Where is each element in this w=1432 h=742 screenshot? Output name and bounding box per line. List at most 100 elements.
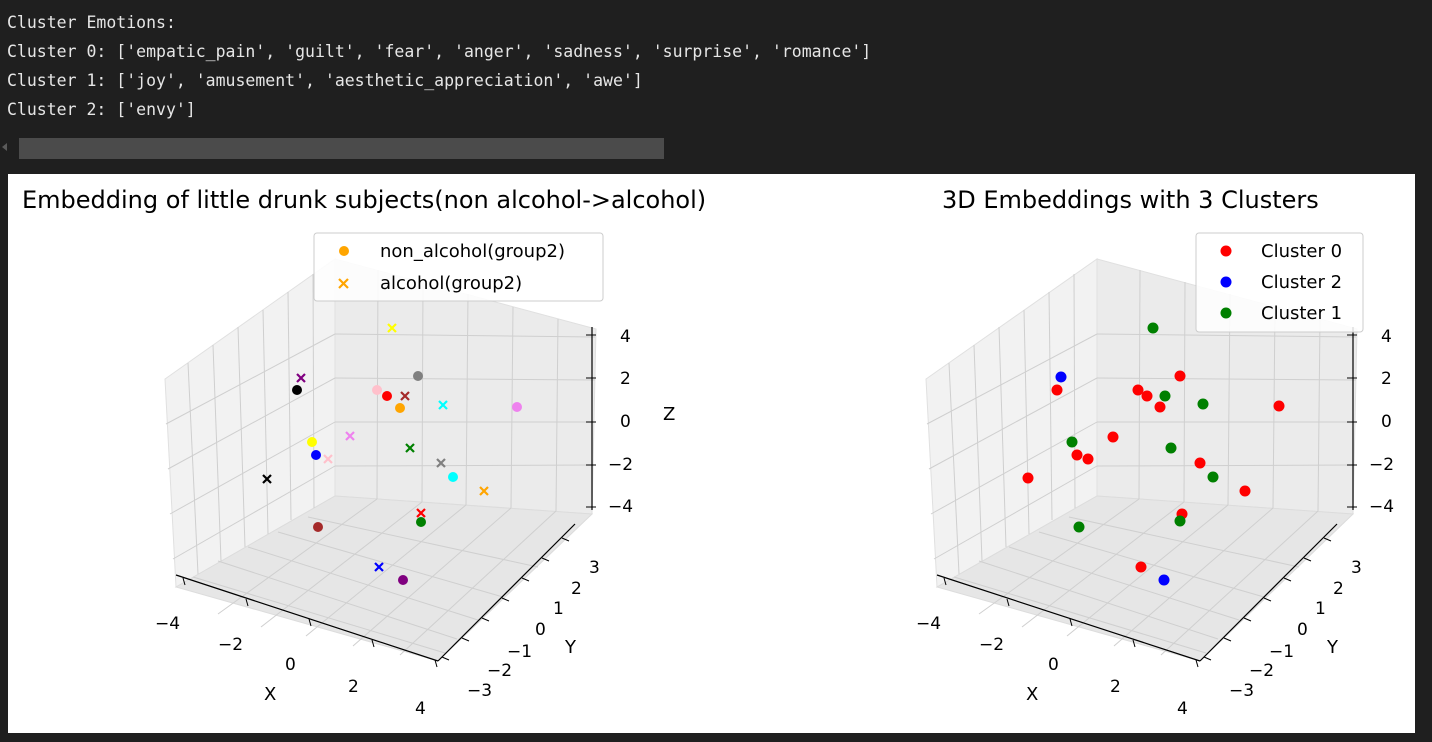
x-tick-label: −4 xyxy=(155,614,180,634)
y-tick-label: 0 xyxy=(535,620,546,640)
y-tick-label: −1 xyxy=(1269,642,1294,662)
y-tick-label: 1 xyxy=(553,599,564,619)
data-point xyxy=(307,437,317,447)
x-tick-label: 4 xyxy=(1177,699,1188,719)
data-point xyxy=(1239,485,1251,497)
y-tick-label: −2 xyxy=(1249,661,1274,681)
data-point xyxy=(479,486,489,496)
z-tick-label: 0 xyxy=(620,412,631,432)
data-point xyxy=(1197,398,1209,410)
data-point xyxy=(1073,521,1085,533)
legend-label: Cluster 0 xyxy=(1261,241,1342,262)
y-tick-label: 2 xyxy=(1333,579,1344,599)
chart-title: 3D Embeddings with 3 Clusters xyxy=(942,186,1319,214)
data-point xyxy=(1174,370,1186,382)
legend-label: alcohol(group2) xyxy=(380,273,522,294)
y-tick-label: 3 xyxy=(1351,558,1362,578)
x-tick-label: −4 xyxy=(916,614,941,634)
data-point xyxy=(1154,401,1166,413)
data-point xyxy=(372,385,382,395)
x-tick-label: 0 xyxy=(285,655,296,675)
data-point xyxy=(448,472,458,482)
x-tick-label: 4 xyxy=(415,699,426,719)
console-output: Cluster Emotions: Cluster 0: ['empatic_pa… xyxy=(7,8,871,124)
y-tick-label: −1 xyxy=(507,642,532,662)
series-cluster-2 xyxy=(1055,371,1170,586)
ticks xyxy=(943,334,1357,668)
data-point xyxy=(1174,515,1186,527)
grid xyxy=(165,269,596,656)
pane-floor xyxy=(935,495,1355,662)
grid xyxy=(926,269,1357,656)
data-point xyxy=(1066,436,1078,448)
legend-marker xyxy=(1220,245,1232,257)
data-point xyxy=(374,562,384,572)
data-point xyxy=(296,373,306,383)
data-point xyxy=(262,474,272,484)
x-tick-label: 0 xyxy=(1048,655,1059,675)
y-axis-label: Y xyxy=(1326,637,1339,658)
data-point xyxy=(1207,471,1219,483)
data-point xyxy=(395,403,405,413)
console-line: Cluster 1: ['joy', 'amusement', 'aesthet… xyxy=(7,71,643,90)
axes xyxy=(936,327,1354,662)
x-tick-label: 2 xyxy=(1110,677,1121,697)
z-tick-label: −4 xyxy=(608,497,633,517)
y-tick-label: 2 xyxy=(571,579,582,599)
series-alcohol xyxy=(262,323,489,572)
console-line: Cluster 0: ['empatic_pain', 'guilt', 'fe… xyxy=(7,42,872,61)
series-non-alcohol xyxy=(292,371,522,585)
data-point xyxy=(387,323,397,333)
legend: Cluster 0 Cluster 2 Cluster 1 xyxy=(1195,232,1364,333)
pane-floor xyxy=(174,495,594,662)
plot-clusters-3d: 3D Embeddings with 3 Clusters xyxy=(916,186,1394,719)
ticks xyxy=(182,334,596,668)
data-point xyxy=(416,508,426,518)
scrollbar-thumb[interactable] xyxy=(19,138,664,159)
data-point xyxy=(398,575,408,585)
y-tick-label: 3 xyxy=(589,558,600,578)
x-tick-label: −2 xyxy=(218,635,243,655)
y-tick-label: 0 xyxy=(1297,620,1308,640)
data-point xyxy=(1135,561,1147,573)
y-tick-label: −3 xyxy=(467,681,492,701)
data-point xyxy=(1022,472,1034,484)
z-tick-label: 2 xyxy=(620,369,631,389)
data-point xyxy=(292,385,302,395)
data-point xyxy=(1159,390,1171,402)
data-point xyxy=(512,402,522,412)
data-point xyxy=(1051,384,1063,396)
data-point xyxy=(345,431,355,441)
data-point xyxy=(405,443,415,453)
data-point xyxy=(416,517,426,527)
data-point xyxy=(382,391,392,401)
data-point xyxy=(1194,457,1206,469)
z-tick-label: −2 xyxy=(1369,455,1394,475)
data-point xyxy=(438,400,448,410)
x-axis-label: X xyxy=(1026,684,1038,705)
data-point xyxy=(1165,442,1177,454)
data-point xyxy=(1132,384,1144,396)
data-point xyxy=(1071,449,1083,461)
data-point xyxy=(1055,371,1067,383)
legend: non_alcohol(group2) alcohol(group2) xyxy=(313,232,604,302)
axes xyxy=(175,327,593,662)
data-point xyxy=(1141,390,1153,402)
z-tick-label: 2 xyxy=(1381,369,1392,389)
legend-label: Cluster 1 xyxy=(1261,303,1342,324)
y-tick-label: −3 xyxy=(1229,681,1254,701)
scroll-left-arrow-icon[interactable] xyxy=(2,143,7,151)
series-cluster-1 xyxy=(1066,322,1219,533)
z-tick-label: 0 xyxy=(1381,412,1392,432)
data-point xyxy=(1273,400,1285,412)
data-point xyxy=(413,371,423,381)
horizontal-scrollbar[interactable] xyxy=(0,138,670,160)
data-point xyxy=(436,458,446,468)
console-line: Cluster 2: ['envy'] xyxy=(7,100,196,119)
data-point xyxy=(323,454,333,464)
legend-label: Cluster 2 xyxy=(1261,272,1342,293)
z-tick-label: 4 xyxy=(620,327,631,347)
data-point xyxy=(1107,431,1119,443)
legend-marker xyxy=(338,278,349,289)
z-tick-label: −4 xyxy=(1369,497,1394,517)
